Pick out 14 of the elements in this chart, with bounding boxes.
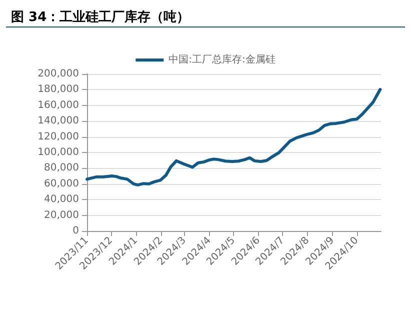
y-tick-label: 120,000 [38, 131, 79, 142]
chart-title: 图 34：工业硅工厂库存（吨） [11, 9, 190, 25]
y-tick-label: 20,000 [44, 210, 79, 221]
y-tick-label: 160,000 [38, 100, 79, 111]
y-tick-label: 40,000 [44, 194, 79, 206]
y-tick-label: 0 [72, 226, 79, 236]
line-series [86, 88, 382, 186]
y-tick-label: 200,000 [38, 68, 79, 80]
y-tick-label: 80,000 [44, 162, 79, 174]
y-tick-label: 60,000 [44, 178, 79, 190]
y-tick-label: 100,000 [38, 147, 79, 158]
y-tick-label: 180,000 [38, 84, 79, 96]
y-tick-label: 140,000 [38, 116, 79, 127]
legend-label: 中国:工厂总库存:金属硅 [168, 54, 276, 66]
